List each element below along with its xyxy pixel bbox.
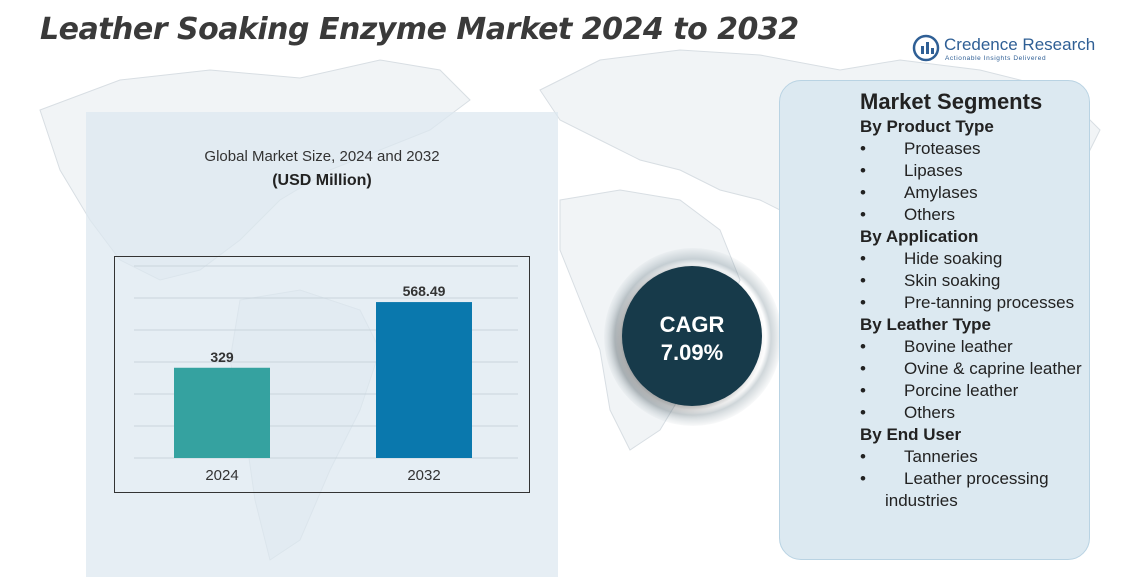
bullet-icon: •: [860, 249, 866, 268]
bullet-icon: •: [860, 403, 866, 422]
x-tick-label: 2032: [407, 467, 440, 484]
cagr-value: 7.09%: [660, 340, 724, 365]
bar-2032: [376, 302, 472, 458]
segment-item-label: Tanneries: [904, 447, 978, 466]
segment-item: • Tanneries: [860, 446, 1086, 468]
segment-item-label: Bovine leather: [904, 337, 1013, 356]
chart-panel: [86, 112, 558, 577]
segment-item: • Pre-tanning processes: [860, 292, 1086, 314]
segment-heading: By Leather Type: [860, 315, 992, 334]
segment-item: • Bovine leather: [860, 336, 1086, 358]
x-tick-label: 2024: [205, 467, 238, 484]
cagr-label: CAGR: [659, 312, 725, 337]
bullet-icon: •: [860, 205, 866, 224]
bullet-icon: •: [860, 447, 866, 466]
page-title: Leather Soaking Enzyme Market 2024 to 20…: [40, 12, 799, 47]
data-label-2024: 329: [210, 349, 234, 365]
segment-item: • Porcine leather: [860, 380, 1086, 402]
segment-item: • Others: [860, 402, 1086, 424]
bullet-icon: •: [860, 337, 866, 356]
segment-item-label: Amylases: [904, 183, 978, 202]
bullet-icon: •: [860, 161, 866, 180]
bullet-icon: •: [860, 469, 866, 488]
credence-logo-icon: [912, 34, 940, 62]
bar-chart: 329 2024 568.49 2032: [134, 265, 518, 484]
brand-name: Credence Research: [944, 35, 1096, 54]
segment-item-label: Others: [904, 403, 956, 422]
bullet-icon: •: [860, 271, 866, 290]
segment-item-label: Hide soaking: [904, 249, 1003, 268]
segment-item: • Lipases: [860, 160, 1086, 182]
segments-panel: [779, 80, 1090, 560]
bullet-icon: •: [860, 183, 866, 202]
segment-item: • Leather processing industries: [860, 468, 1086, 512]
data-label-2032: 568.49: [403, 283, 446, 299]
bullet-icon: •: [860, 293, 866, 312]
bullet-icon: •: [860, 139, 866, 158]
segment-item: • Proteases: [860, 138, 1086, 160]
segment-item-label: Ovine & caprine leather: [904, 359, 1082, 378]
segment-item-label: Lipases: [904, 161, 963, 180]
chart-unit: (USD Million): [272, 172, 372, 189]
segment-heading: By End User: [860, 425, 962, 444]
segment-item-label: Proteases: [904, 139, 981, 158]
segment-heading: By Application: [860, 227, 979, 246]
bullet-icon: •: [860, 381, 866, 400]
segment-item-label: Leather processing industries: [885, 469, 1049, 510]
segment-item: • Others: [860, 204, 1086, 226]
segment-item: • Hide soaking: [860, 248, 1086, 270]
brand-logo: Credence Research Actionable Insights De…: [912, 34, 1102, 64]
segment-item-label: Skin soaking: [904, 271, 1001, 290]
brand-tagline: Actionable Insights Delivered: [945, 55, 1047, 62]
segment-item-label: Porcine leather: [904, 381, 1019, 400]
bullet-icon: •: [860, 359, 866, 378]
segment-item: • Amylases: [860, 182, 1086, 204]
segment-item: • Skin soaking: [860, 270, 1086, 292]
segment-heading: By Product Type: [860, 117, 994, 136]
chart-subtitle: Global Market Size, 2024 and 2032: [204, 148, 440, 165]
cagr-badge: CAGR 7.09%: [622, 266, 762, 406]
segment-item-label: Others: [904, 205, 956, 224]
segments-list: By Product Type • Proteases • Lipases • Amylas…: [860, 116, 1086, 512]
chart-frame: [114, 256, 530, 493]
segments-title: Market Segments: [860, 89, 1043, 114]
segment-item: • Ovine & caprine leather: [860, 358, 1086, 380]
bar-2024: [174, 367, 270, 458]
segment-item-label: Pre-tanning processes: [904, 293, 1075, 312]
